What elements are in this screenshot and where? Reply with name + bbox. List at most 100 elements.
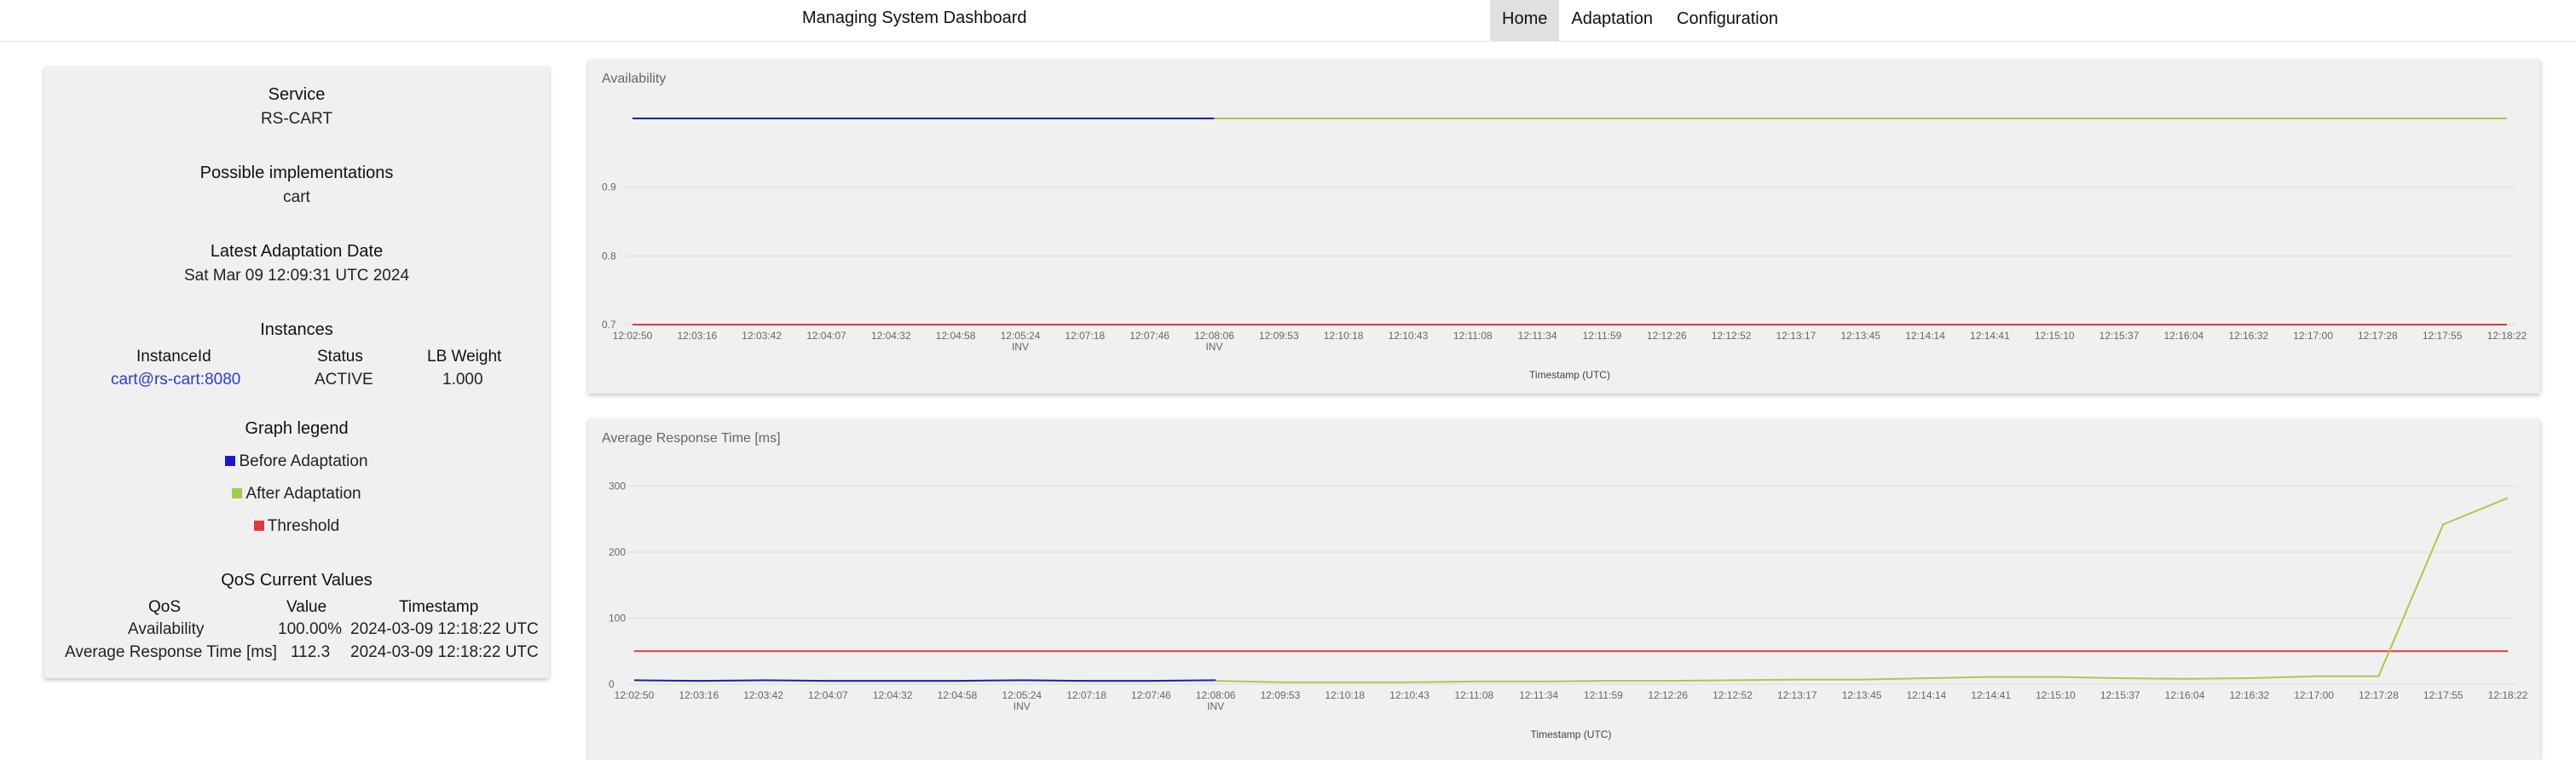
- x-tick-sublabel: INV: [1207, 700, 1224, 712]
- x-tick-label: 12:13:17: [1776, 330, 1816, 342]
- nav-adaptation[interactable]: Adaptation: [1559, 0, 1665, 41]
- x-tick-label: 12:07:18: [1066, 689, 1106, 701]
- x-axis-title: Timestamp (UTC): [1531, 728, 1612, 740]
- x-tick-label: 12:11:34: [1519, 689, 1558, 701]
- x-tick-label: 12:09:53: [1261, 689, 1301, 701]
- legend-swatch-red-icon: [254, 521, 264, 531]
- qos-col-qos: QoS: [148, 598, 181, 617]
- legend-before-adaptation: Before Adaptation: [44, 452, 549, 471]
- legend-after-adaptation: After Adaptation: [44, 485, 549, 504]
- x-tick-label: 12:17:28: [2358, 330, 2398, 342]
- x-tick-sublabel: INV: [1205, 341, 1222, 353]
- y-tick-label: 0.7: [602, 319, 616, 331]
- adaptation-date-value: Sat Mar 09 12:09:31 UTC 2024: [44, 267, 549, 285]
- x-tick-label: 12:07:18: [1065, 330, 1105, 342]
- x-tick-label: 12:12:26: [1648, 689, 1688, 701]
- x-tick-label: 12:04:58: [936, 330, 976, 342]
- x-tick-label: 12:12:52: [1713, 689, 1753, 701]
- x-tick-label: 12:15:37: [2099, 330, 2140, 342]
- x-tick-label: 12:05:24: [1002, 689, 1042, 701]
- x-tick-label: 12:10:43: [1389, 689, 1430, 701]
- x-tick-label: 12:04:07: [806, 330, 846, 342]
- x-tick-label: 12:16:32: [2229, 689, 2269, 701]
- x-tick-label: 12:10:18: [1325, 689, 1365, 701]
- main-nav: Home Adaptation Configuration: [1490, 0, 1790, 41]
- x-tick-label: 12:02:50: [613, 330, 653, 342]
- y-tick-label: 0: [609, 678, 615, 690]
- x-tick-label: 12:14:41: [1970, 330, 2010, 342]
- x-tick-label: 12:12:52: [1712, 330, 1752, 342]
- x-tick-label: 12:14:14: [1907, 689, 1947, 701]
- qos-availability-name: Availability: [128, 620, 204, 639]
- x-tick-label: 12:14:41: [1971, 689, 2011, 701]
- x-tick-label: 12:03:16: [679, 689, 719, 701]
- qos-col-timestamp: Timestamp: [399, 598, 478, 617]
- x-tick-label: 12:11:34: [1518, 330, 1557, 342]
- x-tick-label: 12:17:00: [2293, 330, 2333, 342]
- nav-configuration[interactable]: Configuration: [1665, 0, 1790, 41]
- x-tick-label: 12:14:14: [1905, 330, 1945, 342]
- instances-col-lb-weight: LB Weight: [427, 348, 501, 366]
- y-tick-label: 100: [609, 613, 626, 625]
- series-line-after-adaptation: [1216, 498, 2508, 682]
- x-tick-label: 12:08:06: [1196, 689, 1236, 701]
- legend-threshold: Threshold: [44, 517, 549, 536]
- x-tick-label: 12:05:24: [1001, 330, 1041, 342]
- x-tick-label: 12:16:32: [2228, 330, 2268, 342]
- top-navigation-bar: Managing System Dashboard Home Adaptatio…: [0, 0, 2576, 42]
- x-tick-label: 12:16:04: [2165, 689, 2205, 701]
- legend-swatch-blue-icon: [225, 456, 235, 466]
- x-tick-label: 12:15:10: [2035, 330, 2075, 342]
- qos-response-time-timestamp: 2024-03-09 12:18:22 UTC: [350, 643, 539, 662]
- x-tick-label: 12:10:43: [1389, 330, 1429, 342]
- x-tick-label: 12:17:00: [2294, 689, 2334, 701]
- instance-id-link[interactable]: cart@rs-cart:8080: [111, 371, 240, 389]
- y-tick-label: 0.9: [602, 181, 616, 193]
- legend-swatch-green-icon: [232, 488, 242, 498]
- implementations-heading: Possible implementations: [44, 164, 549, 183]
- x-tick-label: 12:11:08: [1454, 689, 1493, 701]
- x-tick-label: 12:15:10: [2036, 689, 2076, 701]
- x-tick-label: 12:17:28: [2359, 689, 2399, 701]
- instance-lb-weight: 1.000: [442, 371, 483, 389]
- x-axis-title: Timestamp (UTC): [1529, 369, 1610, 381]
- x-tick-label: 12:13:17: [1777, 689, 1817, 701]
- qos-response-time-name: Average Response Time [ms]: [65, 643, 277, 662]
- response-time-chart-card: Average Response Time [ms] 0 100 200 300 12:…: [588, 419, 2540, 760]
- qos-heading: QoS Current Values: [44, 571, 549, 590]
- series-line-before-adaptation: [634, 680, 1216, 681]
- x-tick-label: 12:07:46: [1131, 689, 1171, 701]
- x-tick-label: 12:09:53: [1259, 330, 1299, 342]
- x-tick-label: 12:15:37: [2100, 689, 2140, 701]
- instances-col-instanceid: InstanceId: [136, 348, 211, 366]
- service-info-panel: Service RS-CART Possible implementations…: [44, 66, 549, 678]
- x-tick-label: 12:13:45: [1842, 689, 1882, 701]
- x-tick-label: 12:03:42: [743, 689, 783, 701]
- x-tick-label: 12:04:32: [871, 330, 911, 342]
- x-tick-label: 12:10:18: [1324, 330, 1364, 342]
- qos-response-time-value: 112.3: [291, 643, 330, 662]
- x-tick-label: 12:08:06: [1194, 330, 1234, 342]
- qos-availability-timestamp: 2024-03-09 12:18:22 UTC: [350, 620, 539, 639]
- graph-legend-heading: Graph legend: [44, 419, 549, 439]
- x-tick-label: 12:07:46: [1129, 330, 1170, 342]
- instances-col-status: Status: [317, 348, 363, 366]
- x-tick-label: 12:11:08: [1453, 330, 1493, 342]
- x-tick-label: 12:03:42: [742, 330, 782, 342]
- adaptation-date-heading: Latest Adaptation Date: [44, 242, 549, 262]
- implementations-value: cart: [44, 188, 549, 207]
- x-tick-label: 12:16:04: [2164, 330, 2204, 342]
- x-tick-label: 12:18:22: [2487, 330, 2527, 342]
- x-tick-label: 12:12:26: [1647, 330, 1687, 342]
- service-name: RS-CART: [44, 110, 549, 129]
- y-tick-label: 300: [609, 481, 626, 492]
- x-tick-label: 12:04:58: [938, 689, 978, 701]
- x-tick-label: 12:17:55: [2423, 689, 2463, 701]
- service-heading: Service: [44, 85, 549, 105]
- availability-chart: 0.7 0.8 0.9 12:02:50 12:03:16 12:03:42 12:04:0…: [588, 60, 2540, 394]
- qos-availability-value: 100.00%: [278, 620, 342, 639]
- instances-heading: Instances: [44, 320, 549, 340]
- x-tick-label: 12:18:22: [2488, 689, 2528, 701]
- x-tick-label: 12:11:59: [1582, 330, 1621, 342]
- nav-home[interactable]: Home: [1490, 0, 1559, 41]
